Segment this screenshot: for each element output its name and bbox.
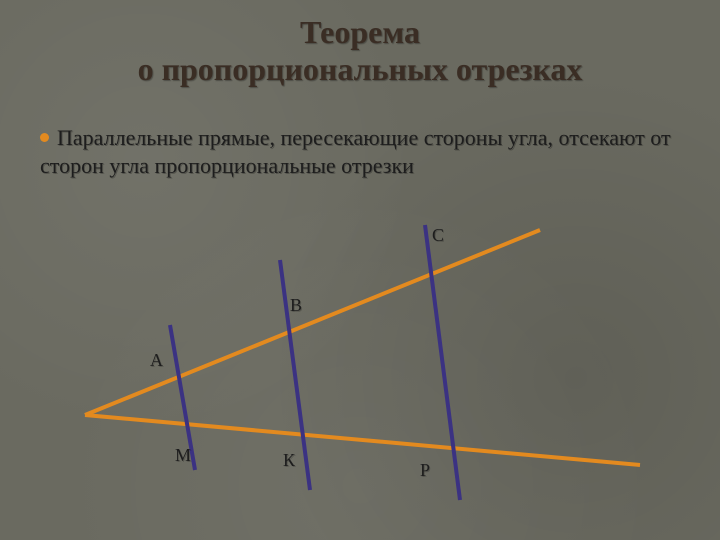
- diagram-svg: [0, 0, 720, 540]
- ray-lower: [85, 415, 640, 465]
- point-label: М: [175, 445, 191, 466]
- point-label: К: [283, 450, 295, 471]
- point-label: А: [150, 350, 163, 371]
- point-label: С: [432, 225, 444, 246]
- point-label: В: [290, 295, 302, 316]
- ray-upper: [85, 230, 540, 415]
- point-label: Р: [420, 460, 430, 481]
- slide: Теорема о пропорциональных отрезках Пара…: [0, 0, 720, 540]
